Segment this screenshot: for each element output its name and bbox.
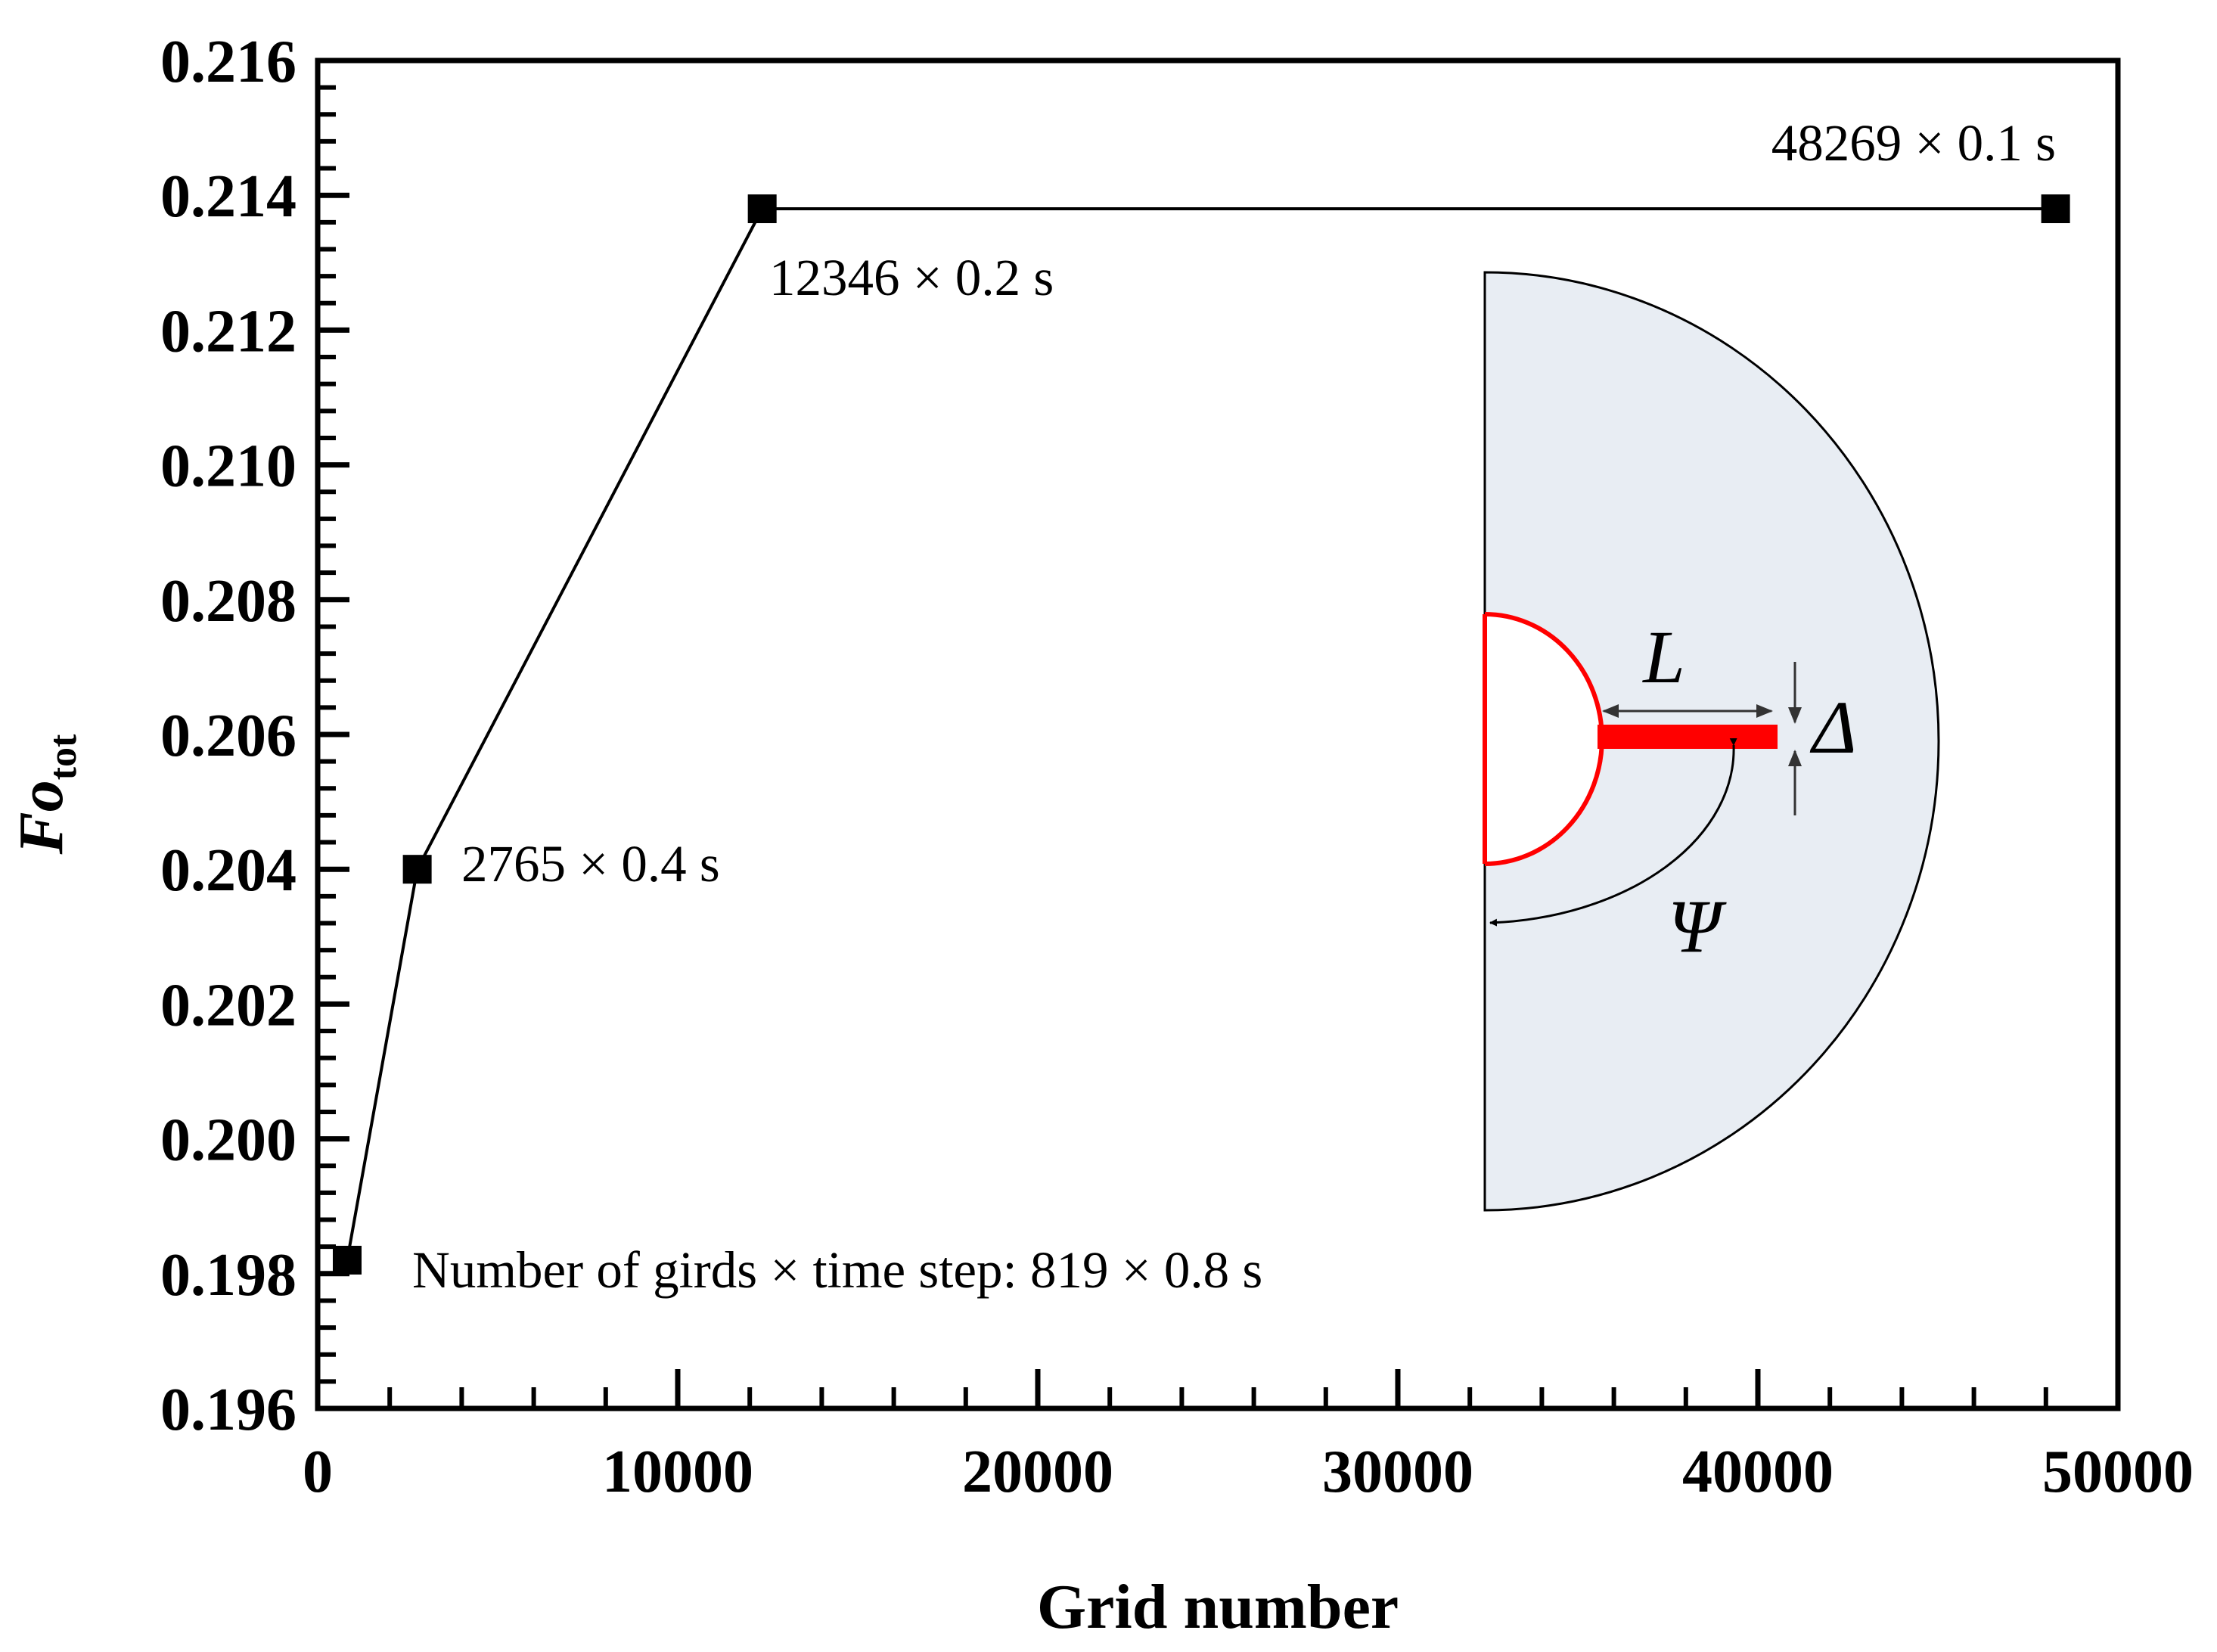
y-tick-label: 0.210 xyxy=(160,433,297,500)
y-tick-label: 0.214 xyxy=(160,163,297,230)
inset-fin xyxy=(1598,725,1778,749)
data-point xyxy=(2041,194,2070,224)
y-axis-title-sub: tot xyxy=(42,734,85,780)
y-tick-label: 0.204 xyxy=(160,837,297,904)
y-axis-title-main: Fo xyxy=(6,780,76,855)
inset-label-thickness: Δ xyxy=(1809,685,1857,769)
y-axis-title: Fotot xyxy=(6,734,85,855)
x-axis-ticks: 0 10000 20000 30000 40000 50000 xyxy=(303,1369,2194,1505)
y-tick-label: 0.202 xyxy=(160,972,297,1039)
y-tick-label: 0.208 xyxy=(160,568,297,635)
x-tick-label: 10000 xyxy=(602,1439,753,1505)
plot-frame xyxy=(315,57,2121,1411)
data-point xyxy=(332,1245,362,1275)
x-tick-label: 40000 xyxy=(1682,1439,1834,1505)
series-line xyxy=(346,207,2056,1261)
y-axis-ticks: 0.196 0.198 0.200 0.202 0.204 0.206 0.208 0.210… xyxy=(160,29,349,1443)
annotation-819: Number of girds × time step: 819 × 0.8 s xyxy=(412,1241,1262,1299)
x-axis-title: Grid number xyxy=(1037,1572,1399,1642)
data-point xyxy=(402,855,432,884)
series-points xyxy=(332,194,2070,1275)
x-tick-label: 20000 xyxy=(962,1439,1113,1505)
x-tick-label: 50000 xyxy=(2042,1439,2194,1505)
inset-schematic: L Δ Ψ xyxy=(1483,271,1940,1212)
y-tick-label: 0.200 xyxy=(160,1107,297,1174)
inset-label-angle: Ψ xyxy=(1668,884,1727,968)
x-tick-label: 30000 xyxy=(1322,1439,1473,1505)
data-point xyxy=(747,194,777,224)
y-tick-label: 0.212 xyxy=(160,298,297,365)
annotation-2765: 2765 × 0.4 s xyxy=(461,835,720,893)
y-tick-label: 0.198 xyxy=(160,1242,297,1309)
inset-label-length: L xyxy=(1641,615,1685,699)
x-tick-label: 0 xyxy=(303,1439,333,1505)
annotation-48269: 48269 × 0.1 s xyxy=(1771,114,2056,172)
inset-angle-arc xyxy=(1489,738,1737,927)
y-tick-label: 0.216 xyxy=(160,29,297,95)
y-tick-label: 0.206 xyxy=(160,703,297,769)
y-tick-label: 0.196 xyxy=(160,1377,297,1443)
annotation-12346: 12346 × 0.2 s xyxy=(769,249,1054,306)
